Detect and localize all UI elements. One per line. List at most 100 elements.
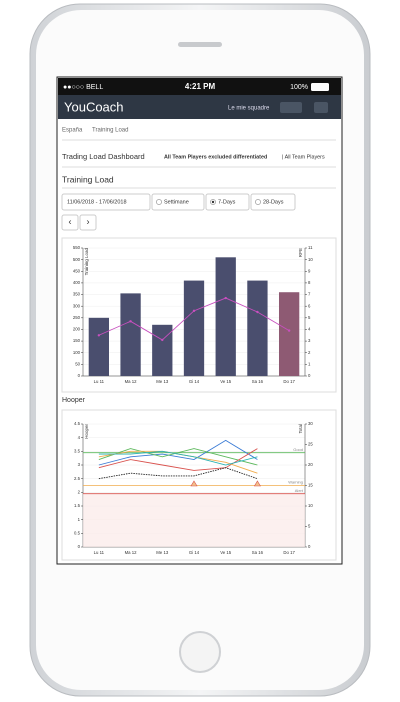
x-tick-label: Gi 14 [189, 379, 200, 384]
x-tick-label: Lu 11 [94, 550, 105, 555]
carrier: ●●○○○ BELL [63, 84, 103, 91]
radio-option[interactable] [205, 193, 250, 211]
teams-menu[interactable]: Le mie squadre [228, 106, 270, 112]
y-tick-label: 3 [78, 462, 81, 467]
x-tick-label: Ma 12 [125, 379, 138, 384]
logo[interactable]: YouCoach [64, 99, 124, 114]
next-icon: › [87, 216, 90, 226]
y2-tick-label: 3 [308, 338, 311, 343]
point [161, 338, 164, 342]
y2-tick-label: 25 [308, 442, 313, 447]
x-tick-label: Lu 11 [94, 379, 105, 384]
y-tick-label: 300 [73, 303, 81, 308]
threshold-label: Warning [288, 480, 303, 485]
y2-tick-label: 11 [308, 245, 313, 250]
y2-tick-label: 5 [308, 524, 311, 529]
breadcrumb-item: Training Load [92, 128, 128, 134]
y-tick-label: 1 [78, 517, 81, 522]
date-picker[interactable] [61, 193, 151, 211]
y2-axis-label: Total [298, 424, 303, 434]
x-tick-label: Gi 14 [189, 550, 200, 555]
y-tick-label: 150 [73, 338, 81, 343]
prev-icon: ‹ [69, 216, 72, 226]
y2-tick-label: 6 [308, 303, 311, 308]
breadcrumb-item[interactable]: España [62, 128, 83, 134]
warning-marker [190, 480, 198, 487]
data-line [98, 448, 258, 466]
section-title: Training Load [62, 174, 114, 184]
data-line [98, 450, 258, 466]
data-line [98, 439, 258, 466]
x-tick-label: Sa 16 [252, 379, 264, 384]
y-tick-label: 3.5 [74, 448, 81, 453]
home-button[interactable] [179, 631, 221, 673]
next-button[interactable] [79, 214, 97, 231]
bar [247, 280, 268, 376]
menu-button[interactable] [314, 102, 328, 113]
y-tick-label: 250 [73, 315, 81, 320]
x-tick-label: Me 13 [156, 379, 169, 384]
y-tick-label: 500 [73, 257, 81, 262]
y-tick-label: 200 [73, 327, 81, 332]
bar [88, 317, 110, 376]
y2-tick-label: 15 [308, 483, 313, 488]
threshold-label: Good [293, 447, 303, 452]
y-tick-label: 450 [73, 268, 81, 273]
battery: 100% [290, 84, 308, 91]
threshold-label: Alert [295, 488, 304, 493]
x-tick-label: Ma 12 [125, 550, 138, 555]
bar [183, 280, 205, 376]
section-title: Hooper [62, 397, 86, 404]
prev-button[interactable] [61, 214, 79, 231]
point [97, 334, 101, 337]
user-button[interactable] [280, 102, 302, 113]
y2-tick-label: 30 [308, 421, 313, 426]
radio-label: 28-Days [263, 199, 284, 205]
status-bar [58, 78, 341, 95]
y-tick-label: 1.5 [74, 503, 81, 508]
y2-tick-label: 7 [308, 292, 311, 297]
radio-label: 7-Days [218, 199, 236, 205]
radio-option[interactable] [151, 193, 205, 211]
y-tick-label: 350 [73, 292, 81, 297]
dashboard-title: Trading Load Dashboard [62, 152, 145, 161]
radio-option[interactable] [250, 193, 296, 211]
x-tick-label: Ve 15 [220, 379, 232, 384]
point [192, 309, 196, 313]
y2-tick-label: 2 [308, 350, 311, 355]
y2-tick-label: 0 [308, 544, 311, 549]
point [287, 329, 291, 332]
bar [152, 324, 173, 376]
filter-active[interactable]: All Team Players excluded differentiated [164, 154, 267, 160]
y-axis-label: Hooper [84, 424, 89, 439]
y2-axis-label: RPE [298, 248, 303, 257]
x-tick-label: Do 17 [283, 550, 295, 555]
y-tick-label: 2 [78, 489, 81, 494]
speaker [178, 42, 222, 47]
time: 4:21 PM [185, 82, 216, 91]
y-tick-label: 50 [75, 362, 80, 367]
radio-label: Settimane [164, 199, 189, 205]
y2-tick-label: 1 [308, 362, 311, 367]
bar [278, 292, 300, 376]
y-tick-label: 550 [73, 245, 81, 250]
alert-zone [83, 493, 305, 547]
y-tick-label: 100 [73, 350, 81, 355]
battery-icon [311, 83, 329, 91]
y2-tick-label: 8 [308, 280, 311, 285]
y-tick-label: 400 [73, 280, 81, 285]
bar [215, 257, 236, 376]
y-tick-label: 4.5 [74, 421, 81, 426]
date-range: 11/06/2018 - 17/06/2018 [67, 199, 127, 205]
y2-tick-label: 10 [308, 503, 313, 508]
bar [120, 293, 141, 376]
filter-other[interactable]: | All Team Players [282, 154, 325, 160]
radio [156, 199, 162, 205]
y2-tick-label: 4 [308, 327, 311, 332]
y2-tick-label: 0 [308, 373, 311, 378]
y-axis-label: Training Load [84, 248, 89, 276]
point [256, 310, 259, 314]
y-tick-label: 0.5 [74, 530, 81, 535]
warning-marker [253, 480, 261, 487]
